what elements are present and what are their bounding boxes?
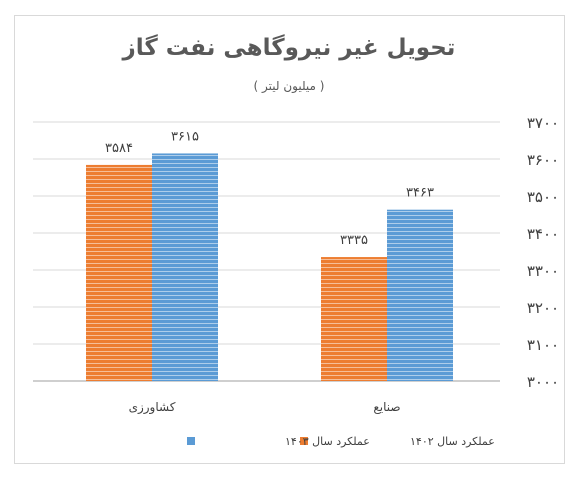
category-label: صنایع bbox=[373, 400, 400, 414]
y-tick-label: ۳۴۰۰ bbox=[527, 225, 559, 243]
y-tick-label: ۳۲۰۰ bbox=[527, 299, 559, 317]
labels: ۳۰۰۰ ۳۱۰۰ ۳۲۰۰ ۳۳۰۰ ۳۴۰۰ ۳۵۰۰ ۳۶۰۰ ۳۷۰۰ ۳۵۸۴ ۳۶۱۵… bbox=[105, 114, 559, 415]
legend: عملکرد سال ۱۴۰۲ عملکرد سال ۱۴۰۳ bbox=[187, 435, 495, 448]
bar-series-1402 bbox=[321, 257, 387, 381]
y-tick-label: ۳۷۰۰ bbox=[527, 114, 559, 132]
category-label: کشاورزی bbox=[129, 400, 176, 415]
bar-series-1402 bbox=[86, 164, 152, 381]
legend-swatch bbox=[187, 437, 195, 445]
bar-series-1403 bbox=[152, 153, 218, 381]
bars bbox=[86, 153, 453, 381]
data-label: ۳۵۸۴ bbox=[105, 141, 133, 156]
data-label: ۳۳۳۵ bbox=[340, 233, 368, 248]
y-tick-label: ۳۵۰۰ bbox=[527, 188, 559, 206]
data-label: ۳۶۱۵ bbox=[171, 129, 199, 144]
data-label: ۳۴۶۳ bbox=[406, 186, 434, 201]
chart-subtitle: ( میلیون لیتر ) bbox=[254, 79, 325, 94]
y-tick-label: ۳۰۰۰ bbox=[527, 373, 559, 391]
y-tick-label: ۳۶۰۰ bbox=[527, 151, 559, 169]
bar-series-1403 bbox=[387, 209, 453, 381]
legend-swatch bbox=[300, 437, 308, 445]
chart-title: تحویل غیر نیروگاهی نفت گاز bbox=[122, 34, 456, 61]
y-tick-label: ۳۳۰۰ bbox=[527, 262, 559, 280]
legend-label: عملکرد سال ۱۴۰۳ bbox=[285, 435, 370, 448]
y-tick-label: ۳۱۰۰ bbox=[527, 336, 559, 354]
legend-label: عملکرد سال ۱۴۰۲ bbox=[410, 435, 495, 448]
